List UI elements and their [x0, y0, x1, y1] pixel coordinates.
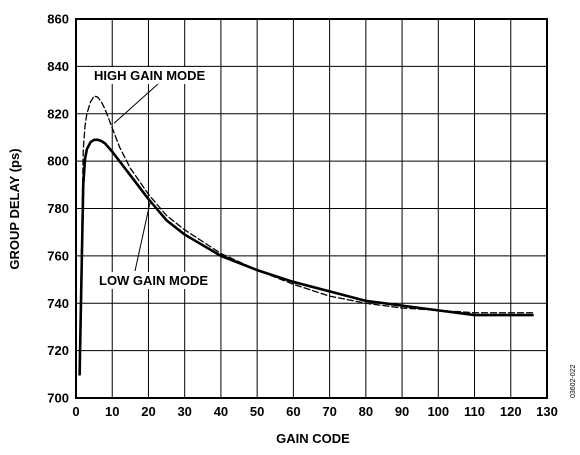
- annotation-bg-high-gain-mode: [92, 67, 208, 84]
- x-tick-label-60: 60: [286, 404, 300, 419]
- x-tick-label-100: 100: [427, 404, 449, 419]
- y-tick-label-800: 800: [47, 154, 69, 169]
- y-tick-label-840: 840: [47, 59, 69, 74]
- figure-code-note: 03602-022: [570, 364, 577, 398]
- plot-border: [75, 18, 548, 399]
- y-tick-label-780: 780: [47, 201, 69, 216]
- plot-frame: [75, 18, 548, 399]
- x-axis-title: GAIN CODE: [276, 431, 350, 446]
- x-tick-label-70: 70: [322, 404, 336, 419]
- series-line-low-gain-mode: [78, 138, 534, 376]
- x-tick-label-130: 130: [536, 404, 558, 419]
- annotation-high-gain-mode: HIGH GAIN MODE: [94, 68, 206, 83]
- y-tick-label-700: 700: [47, 391, 69, 406]
- series-line-high-gain-mode: [78, 95, 534, 373]
- x-tick-label-10: 10: [105, 404, 119, 419]
- x-tick-label-20: 20: [141, 404, 155, 419]
- y-axis-title: GROUP DELAY (ps): [7, 148, 22, 269]
- annotation-leader-high-gain-mode: [113, 83, 159, 124]
- y-tick-label-760: 760: [47, 248, 69, 263]
- annotations: HIGH GAIN MODE LOW GAIN MODE: [92, 67, 211, 289]
- x-tick-label-50: 50: [250, 404, 264, 419]
- x-tick-label-110: 110: [464, 404, 485, 419]
- annotation-bg-low-gain-mode: [97, 272, 211, 289]
- y-tick-label-740: 740: [47, 296, 69, 311]
- annotation-low-gain-mode: LOW GAIN MODE: [99, 273, 208, 288]
- y-tick-label-720: 720: [47, 343, 69, 358]
- x-tick-label-90: 90: [395, 404, 409, 419]
- x-tick-label-0: 0: [72, 404, 79, 419]
- annotation-leader-low-gain-mode: [134, 201, 151, 272]
- x-tick-label-40: 40: [214, 404, 228, 419]
- series-layer: [78, 95, 534, 376]
- y-tick-label-860: 860: [47, 12, 69, 27]
- x-tick-label-30: 30: [177, 404, 191, 419]
- tick-labels: 700 720 740 760 780 800 820 840 860 0 10 20 30 40 50 60…: [47, 12, 558, 420]
- x-tick-label-120: 120: [500, 404, 522, 419]
- x-tick-label-80: 80: [359, 404, 373, 419]
- y-tick-label-820: 820: [47, 106, 69, 121]
